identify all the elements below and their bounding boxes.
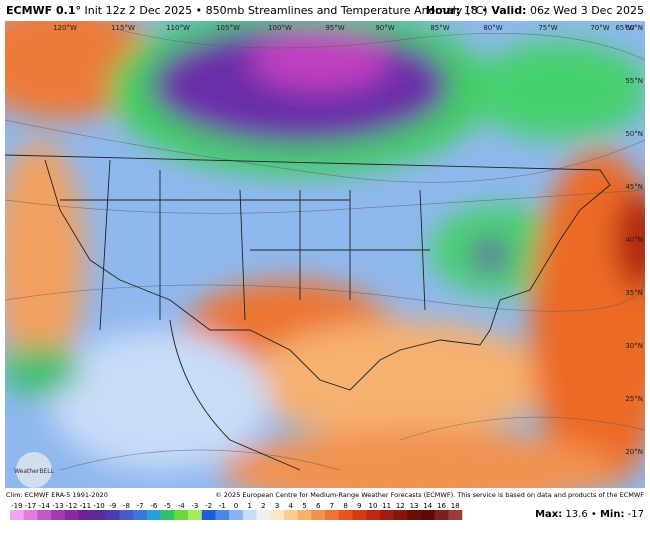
colorbar-label: -4 [178,502,186,510]
colorbar-swatch [133,510,148,520]
colorbar-label: 18 [451,502,460,510]
lat-label: 60°N [625,24,643,32]
lat-labels: 60°N 55°N 50°N 45°N 40°N 35°N 30°N 25°N 20°N [625,24,643,456]
colorbar-label: -10 [93,502,104,510]
lon-label: 105°W [216,24,240,32]
colorbar-swatch [64,510,79,520]
lon-label: 115°W [111,24,135,32]
colorbar-label: -12 [66,502,77,510]
colorbar-swatch [379,510,394,520]
colorbar-swatch [297,510,312,520]
logo: WeatherBELL [14,468,55,475]
lat-label: 40°N [625,236,643,244]
header-left: ECMWF 0.1° Init 12z 2 Dec 2025 • 850mb S… [6,4,488,17]
lon-label: 70°W [590,24,609,32]
colorbar-label: 3 [275,502,279,510]
colorbar-swatch [119,510,134,520]
colorbar-label: 13 [410,502,419,510]
colorbar-label: 4 [289,502,294,510]
colorbar: -19 -17 -14 -13 -12 -11 -10 -9 -8 -7 -6 -5 -4 -3 -2 -1 0… [10,502,463,520]
colorbar-swatch [229,510,244,520]
lat-label: 50°N [625,130,643,138]
colorbar-swatch [311,510,326,520]
colorbar-swatch [146,510,161,520]
colorbar-swatch [242,510,257,520]
colorbar-swatch [434,510,449,520]
colorbar-label: 9 [357,502,361,510]
colorbar-swatch [393,510,408,520]
colorbar-swatch [78,510,93,520]
colorbar-label: -2 [205,502,212,510]
colorbar-swatch [338,510,353,520]
colorbar-label: 10 [369,502,378,510]
colorbar-swatch [10,510,24,520]
colorbar-swatch [51,510,66,520]
lat-label: 25°N [625,395,643,403]
lon-label: 85°W [430,24,449,32]
colorbar-label: 7 [330,502,334,510]
lat-label: 45°N [625,183,643,191]
colorbar-label: -19 [11,502,22,510]
colorbar-label: 2 [261,502,265,510]
colorbar-swatch [448,510,463,520]
colorbar-label: 8 [343,502,347,510]
colorbar-label: -13 [52,502,63,510]
colorbar-swatch [23,510,38,520]
lon-label: 90°W [375,24,394,32]
colorbar-swatch [420,510,435,520]
header-right: Hour: 18 • Valid: 06z Wed 3 Dec 2025 [426,4,644,17]
lon-label: 80°W [483,24,502,32]
lon-label: 100°W [268,24,292,32]
stats: Max: 13.6 • Min: -17 [535,509,644,520]
colorbar-label: -17 [25,502,36,510]
lon-label: 120°W [53,24,77,32]
colorbar-label: 1 [247,502,251,510]
colorbar-swatch [325,510,340,520]
lat-label: 30°N [625,342,643,350]
map [5,21,645,488]
colorbar-swatch [283,510,298,520]
colorbar-label: 16 [437,502,446,510]
colorbar-swatch [160,510,175,520]
lon-label: 75°W [538,24,557,32]
lon-label: 110°W [166,24,190,32]
colorbar-label: 0 [234,502,238,510]
colorbar-swatch [174,510,189,520]
footer-credit: © 2025 European Centre for Medium-Range … [215,491,644,499]
colorbar-swatch [215,510,230,520]
lon-label: 65°W [615,24,634,32]
footer-clim: Clim: ECMWF ERA-5 1991-2020 [6,491,108,499]
colorbar-swatch [188,510,203,520]
colorbar-label: -3 [191,502,198,510]
colorbar-label: -1 [219,502,226,510]
colorbar-label: -7 [137,502,144,510]
colorbar-swatch [92,510,107,520]
colorbar-label: -11 [80,502,91,510]
colorbar-swatch [37,510,52,520]
lon-labels: 120°W 115°W 110°W 105°W 100°W 95°W 90°W 85°W 80°… [53,24,635,32]
colorbar-label: -9 [109,502,116,510]
colorbar-label: 11 [382,502,391,510]
colorbar-swatch [407,510,422,520]
colorbar-swatch [366,510,381,520]
lat-label: 20°N [625,448,643,456]
colorbar-swatch [256,510,271,520]
lat-label: 55°N [625,77,643,85]
colorbar-label: -8 [123,502,130,510]
colorbar-label: 12 [396,502,405,510]
colorbar-swatch [201,510,216,520]
colorbar-swatch [352,510,367,520]
colorbar-swatch [270,510,285,520]
colorbar-label: 6 [316,502,321,510]
logo-badge [16,452,52,488]
lat-label: 35°N [625,289,643,297]
colorbar-label: -5 [164,502,171,510]
colorbar-swatch [105,510,120,520]
colorbar-label: -6 [150,502,158,510]
colorbar-label: -14 [39,502,51,510]
lon-label: 95°W [325,24,344,32]
colorbar-label: 5 [302,502,306,510]
colorbar-label: 14 [423,502,432,510]
